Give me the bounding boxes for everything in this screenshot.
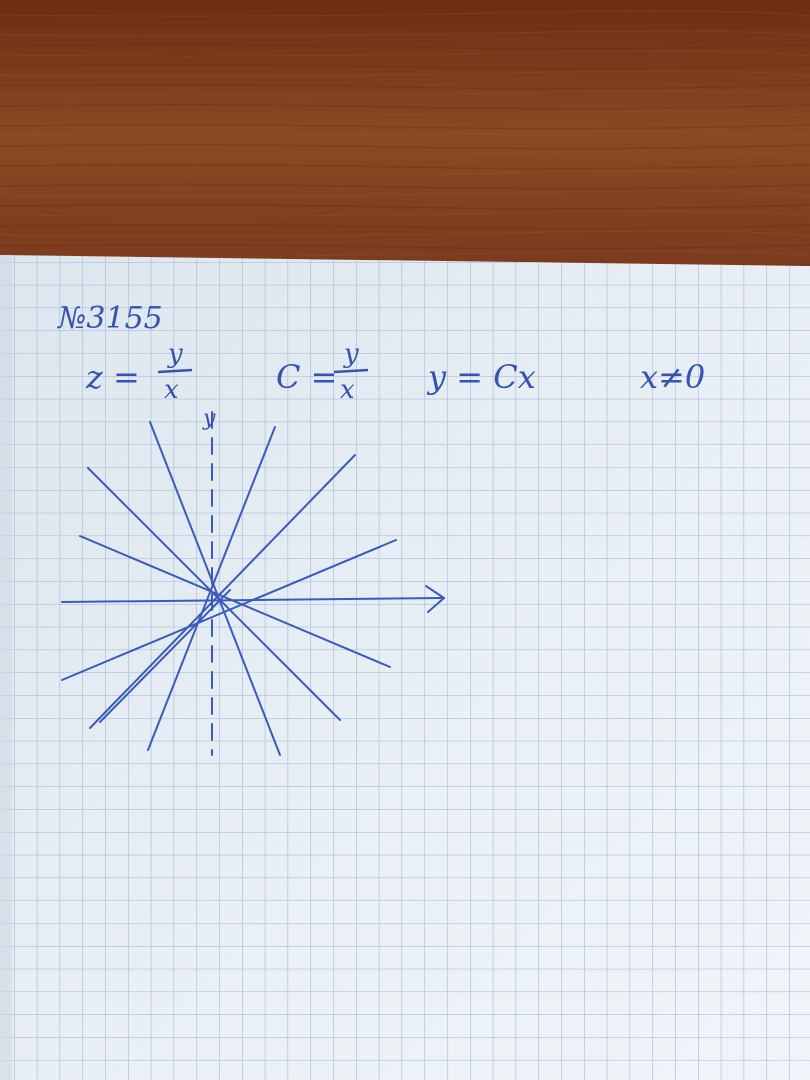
- equation-z-numerator: y: [167, 339, 183, 369]
- equation-c-denominator: x: [340, 375, 355, 405]
- sketch-line-4: [87, 467, 341, 721]
- equation-z-lhs: z =: [85, 358, 140, 396]
- equation-z: z = y x: [85, 339, 193, 405]
- equation-c-lhs: C =: [276, 358, 337, 396]
- sketch: y: [61, 406, 446, 756]
- sketch-line-5: [79, 535, 391, 668]
- problem-number: №3155: [56, 301, 163, 336]
- y-axis-label: y: [202, 406, 216, 431]
- handwritten-notes: №3155 z = y x C = y x y = Cx x≠0: [56, 301, 705, 405]
- equation-z-denominator: x: [164, 375, 179, 405]
- x-axis-arrow: [425, 585, 446, 613]
- sketch-line-7: [99, 589, 231, 723]
- equation-c: C = y x: [276, 339, 369, 405]
- sketch-line-6: [61, 539, 397, 681]
- sketch-line-1: [149, 421, 281, 756]
- equation-c-numerator: y: [343, 339, 359, 369]
- condition-x-not-zero: x≠0: [640, 358, 705, 396]
- notebook-paper: [0, 255, 810, 1080]
- sketch-line-2: [147, 426, 276, 751]
- equation-y-cx: y = Cx: [426, 358, 536, 396]
- sketch-line-3: [89, 454, 356, 729]
